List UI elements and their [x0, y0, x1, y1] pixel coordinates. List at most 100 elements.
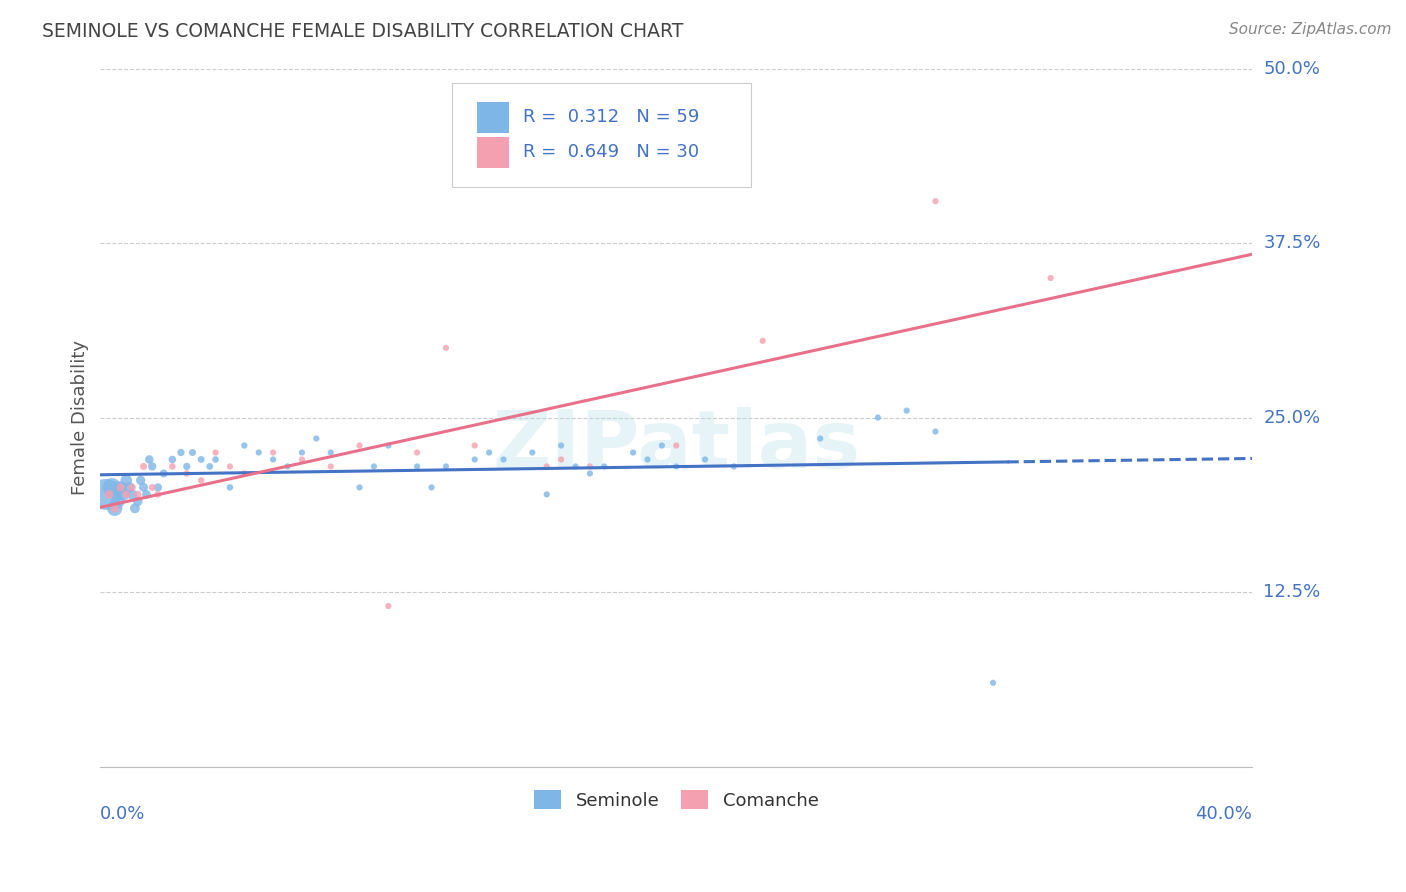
Legend: Seminole, Comanche: Seminole, Comanche [527, 783, 825, 817]
Point [162, 459, 184, 474]
Point [363, 459, 385, 474]
Point [751, 334, 773, 348]
Point [110, 480, 132, 494]
Point [247, 445, 270, 459]
Point [808, 432, 831, 446]
Point [464, 438, 486, 452]
Text: R =  0.649   N = 30: R = 0.649 N = 30 [523, 144, 699, 161]
Point [723, 459, 745, 474]
Point [291, 445, 314, 459]
Text: 40.0%: 40.0% [1195, 805, 1253, 823]
Point [141, 480, 163, 494]
Point [219, 459, 242, 474]
Point [262, 445, 284, 459]
Point [406, 459, 429, 474]
Point [478, 445, 501, 459]
Text: R =  0.312   N = 59: R = 0.312 N = 59 [523, 109, 699, 127]
Point [536, 459, 558, 474]
Point [550, 438, 572, 452]
Point [349, 480, 371, 494]
Point [127, 494, 149, 508]
Point [129, 474, 152, 488]
Text: ZIPatlas: ZIPatlas [492, 407, 860, 484]
Point [132, 480, 155, 494]
Point [349, 438, 371, 452]
Point [924, 425, 946, 439]
Point [112, 487, 135, 501]
Point [637, 452, 659, 467]
Point [94, 487, 117, 501]
Point [651, 438, 673, 452]
Point [233, 438, 256, 452]
Text: 37.5%: 37.5% [1264, 234, 1320, 252]
Point [305, 432, 328, 446]
Point [198, 459, 221, 474]
Point [621, 445, 644, 459]
Point [121, 487, 143, 501]
Point [110, 480, 132, 494]
Point [141, 459, 163, 474]
Point [176, 467, 198, 481]
Point [981, 676, 1004, 690]
Point [896, 403, 918, 417]
Text: Source: ZipAtlas.com: Source: ZipAtlas.com [1229, 22, 1392, 37]
Point [127, 487, 149, 501]
Point [420, 480, 443, 494]
Text: SEMINOLE VS COMANCHE FEMALE DISABILITY CORRELATION CHART: SEMINOLE VS COMANCHE FEMALE DISABILITY C… [42, 22, 683, 41]
Point [118, 480, 141, 494]
Point [550, 452, 572, 467]
Point [1039, 271, 1062, 285]
Point [190, 474, 212, 488]
Point [522, 445, 544, 459]
Point [319, 445, 342, 459]
Point [377, 599, 399, 613]
Point [107, 494, 129, 508]
Point [536, 487, 558, 501]
Point [492, 452, 515, 467]
Point [564, 459, 586, 474]
Y-axis label: Female Disability: Female Disability [72, 340, 89, 495]
Point [101, 480, 124, 494]
Point [665, 438, 688, 452]
Point [181, 445, 204, 459]
Point [152, 467, 174, 481]
Point [115, 474, 138, 488]
FancyBboxPatch shape [451, 83, 751, 187]
Text: 12.5%: 12.5% [1264, 583, 1320, 601]
Point [104, 501, 127, 516]
Text: 50.0%: 50.0% [1264, 60, 1320, 78]
Point [377, 438, 399, 452]
Point [219, 480, 242, 494]
Point [866, 410, 889, 425]
Point [162, 452, 184, 467]
Point [135, 487, 157, 501]
Point [132, 459, 155, 474]
Point [464, 452, 486, 467]
Point [176, 459, 198, 474]
Text: 25.0%: 25.0% [1264, 409, 1320, 426]
Point [579, 467, 602, 481]
Point [98, 487, 121, 501]
Point [579, 459, 602, 474]
Point [146, 487, 169, 501]
Point [138, 452, 160, 467]
Point [104, 501, 127, 516]
Point [262, 452, 284, 467]
Point [121, 480, 143, 494]
Point [291, 452, 314, 467]
Point [233, 467, 256, 481]
Point [170, 445, 193, 459]
Point [693, 452, 716, 467]
Point [115, 487, 138, 501]
Point [319, 459, 342, 474]
Point [190, 452, 212, 467]
Point [124, 501, 146, 516]
Point [593, 459, 616, 474]
Point [434, 459, 457, 474]
Point [277, 459, 299, 474]
Bar [477, 136, 509, 168]
Point [204, 452, 226, 467]
Point [146, 480, 169, 494]
Text: 0.0%: 0.0% [100, 805, 146, 823]
Point [204, 445, 226, 459]
